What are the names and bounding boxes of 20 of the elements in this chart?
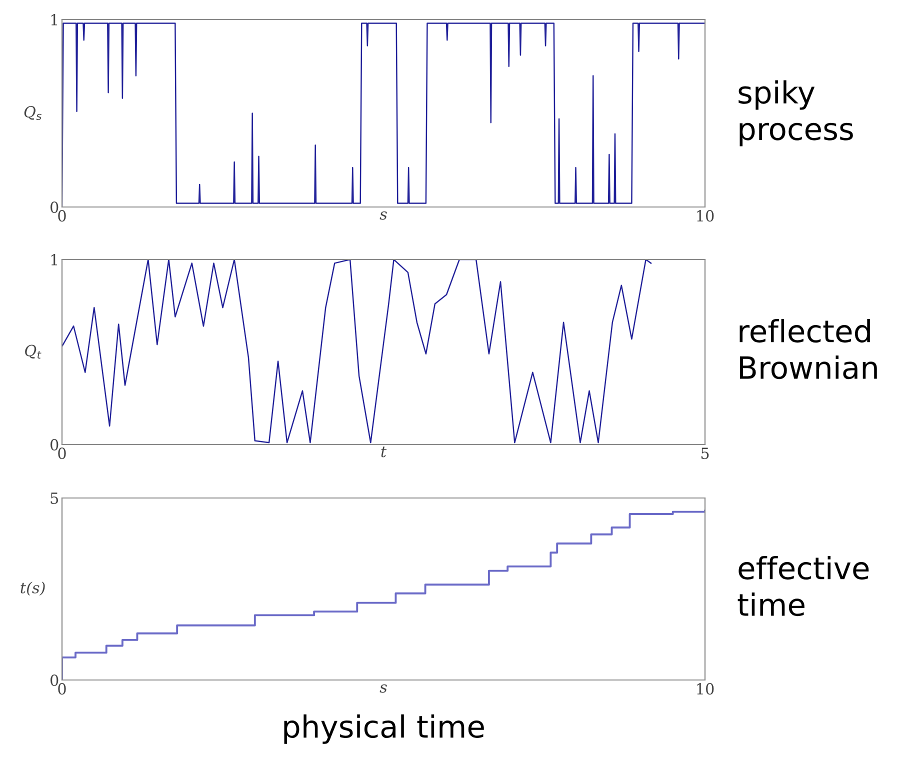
y-axis-title: Q$_{t}$ [25, 344, 42, 359]
line-series [62, 22, 705, 207]
y-tick-label: 0 [50, 438, 58, 451]
x-tick-label: 10 [697, 210, 714, 222]
y-tick-label: 5 [50, 492, 58, 504]
x-axis-title: s [380, 211, 387, 220]
x-tick-label: 10 [697, 683, 714, 695]
text: reflected Brownian [740, 318, 877, 380]
y-tick-label: 1 [51, 254, 58, 266]
text: spiky process [738, 80, 853, 146]
x-axis-title: t [381, 446, 387, 458]
y-axis-title: t(s) [20, 582, 45, 596]
y-tick-label: 0 [50, 674, 58, 686]
y-tick-label: 1 [51, 14, 58, 26]
text: effective time [738, 556, 869, 616]
line-series [62, 260, 652, 444]
text: physical time [284, 714, 484, 744]
x-axis-title: s [380, 684, 387, 693]
y-axis-title: Q$_{s}$ [24, 106, 42, 120]
y-tick-label: 0 [50, 201, 58, 214]
